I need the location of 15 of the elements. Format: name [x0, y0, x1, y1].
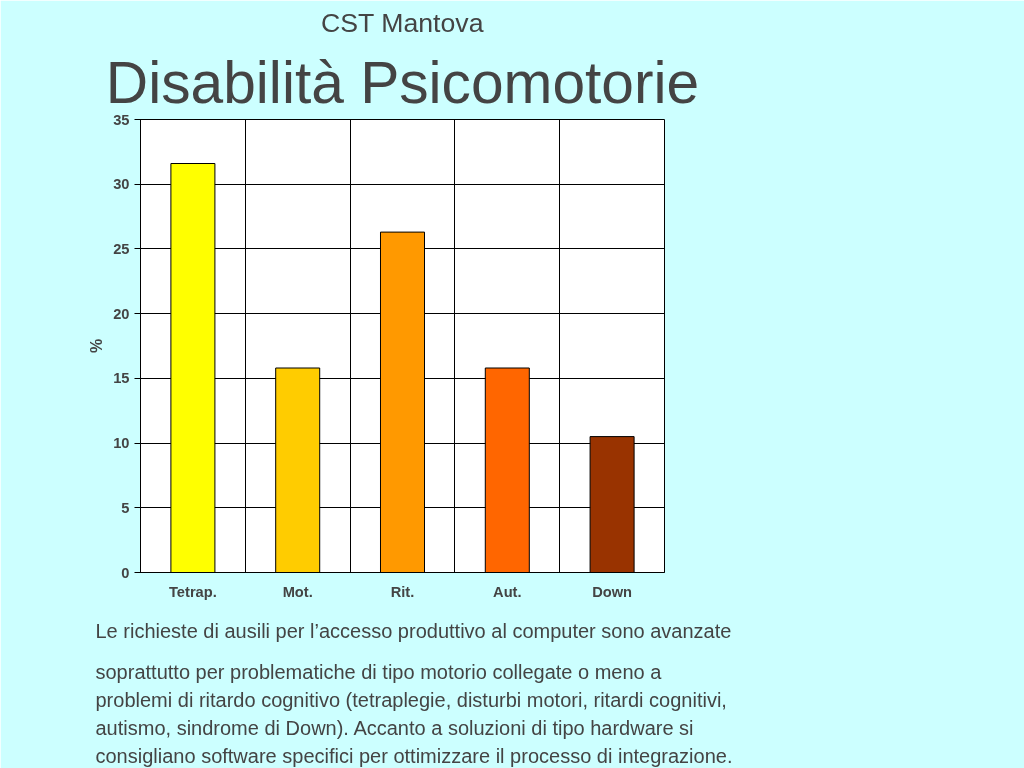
- x-tick-label: Tetrap.: [169, 583, 217, 600]
- y-tick-label: 0: [121, 564, 130, 581]
- y-tick-label: 5: [121, 499, 130, 516]
- x-tick-label: Aut.: [493, 583, 522, 600]
- chart-title: CST Mantova: [321, 7, 484, 38]
- y-axis-title: %: [88, 338, 106, 354]
- x-tick-label: Rit.: [390, 583, 415, 600]
- text: Le richieste di ausili per l’accesso produttivo al computer sono avanzate soprattutto per problematiche di tipo motorio collegate o meno a problemi di ritardo cognitivo (tetraplegie, disturbi motori, ritardi cognitivi, autismo, sindrome di Down). Accanto a soluzioni di tipo hardware si consigliano software specifici per ottimizzare il processo di integrazione.: [95, 619, 733, 767]
- y-tick-label: 30: [113, 176, 130, 193]
- y-tick-label: 20: [113, 305, 130, 322]
- x-tick-label: Mot.: [282, 583, 313, 600]
- y-tick-label: 15: [113, 370, 130, 387]
- y-tick-label: 10: [113, 435, 130, 452]
- x-tick-label: Down: [592, 583, 633, 600]
- y-tick-label: 25: [113, 240, 130, 257]
